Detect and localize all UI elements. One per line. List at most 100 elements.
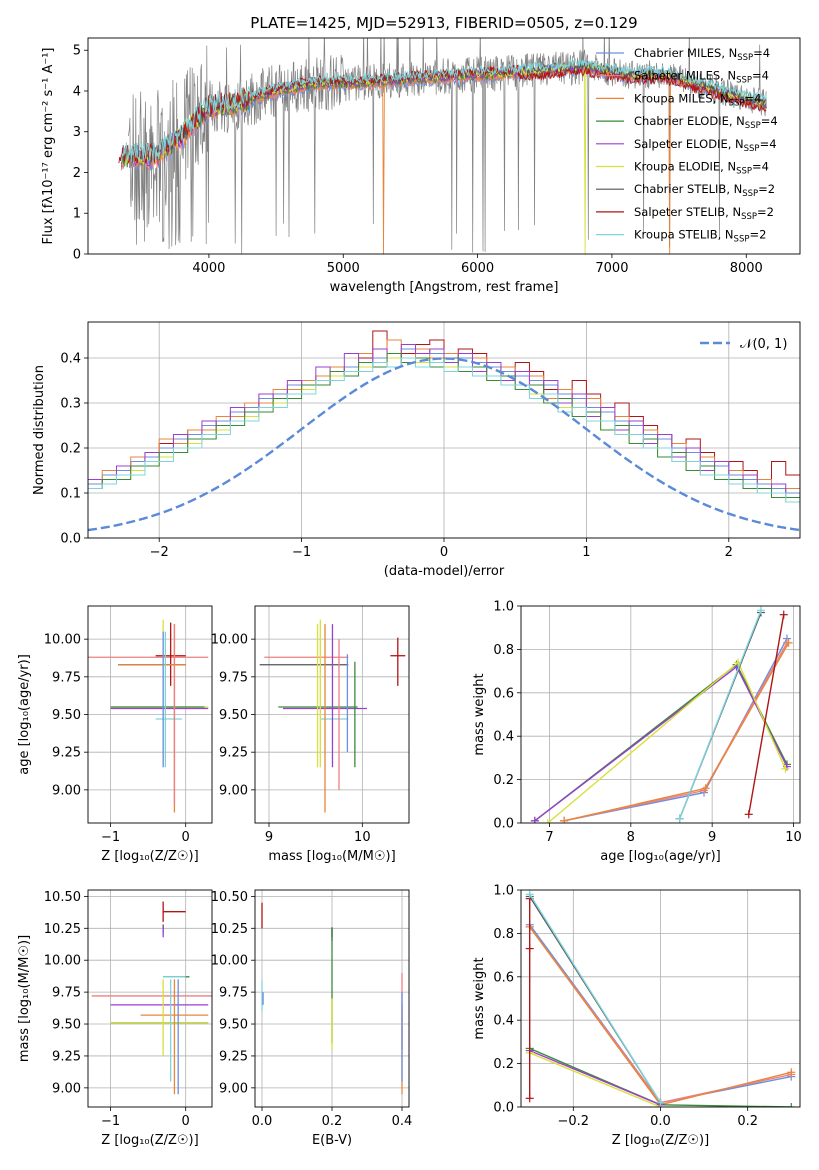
tick-label-x: −1: [101, 1114, 120, 1129]
tick-label-y: 0.6: [493, 686, 514, 701]
histogram-series: [88, 357, 800, 507]
weight-series-line: [529, 893, 662, 1104]
legend: Chabrier MILES, NSSP=4 Salpeter MILES, NS…: [596, 46, 778, 245]
legend: 𝒩(0, 1): [700, 337, 787, 352]
plot-area: [88, 606, 212, 823]
tick-label-y: 0.2: [60, 442, 81, 457]
weight-series-line: [678, 610, 762, 819]
weight-series: [525, 894, 534, 1103]
tick-label-y: 0.1: [60, 487, 81, 502]
tick-label-y: 1.0: [493, 600, 514, 615]
panel-weight_vs_Z: −0.2 0.0 0.2 0.0 0.2 0.4 0.6 0.8 1.0 Z [log₁₀(Z/Z…: [472, 884, 801, 1148]
tick-label-y: 9.75: [219, 986, 248, 1001]
tick-label-y: 9.75: [52, 670, 81, 685]
model-series-line: [121, 58, 767, 163]
weight-point: [525, 890, 534, 899]
y-axis-label: Normed distribution: [32, 365, 47, 495]
tick-label-x: 5000: [327, 261, 360, 276]
tick-label-x: 2: [725, 545, 733, 560]
tick-label-y: 1: [73, 207, 81, 222]
tick-label-y: 0.8: [493, 927, 514, 942]
error-bar: [110, 619, 209, 768]
axes-frame: [520, 889, 801, 1108]
legend-entry: Kroupa STELIB, NSSP=2: [634, 228, 766, 245]
tick-label-y: 0.2: [493, 1057, 514, 1072]
weight-series: [560, 638, 793, 823]
weight-series: [675, 606, 765, 823]
axes-frame: [254, 605, 410, 824]
axes-frame: [254, 889, 410, 1108]
tick-label-y: 9.75: [219, 670, 248, 685]
gaussian-curve: [88, 357, 800, 532]
tick-label-y: 9.50: [219, 1018, 248, 1033]
panel-mass_vs_EBV: 0.0 0.2 0.4 9.00 9.25 9.50 9.75 10.00 10.25 10.50…: [211, 889, 413, 1148]
histogram-series: [88, 357, 800, 503]
weight-point: [543, 819, 552, 823]
tick-label-x: 4000: [192, 261, 225, 276]
tick-label-y: 0.3: [60, 397, 81, 412]
tick-label-y: 9.00: [52, 783, 81, 798]
tick-label-x: 0.4: [392, 1114, 413, 1129]
tick-label-y: 10.00: [211, 633, 248, 648]
tick-label-y: 10.00: [44, 954, 81, 969]
x-axis-label: E(B-V): [312, 1133, 352, 1148]
x-axis-label: mass [log₁₀(M/M☉)]: [268, 849, 395, 864]
tick-label-y: 9.25: [52, 746, 81, 761]
tick-label-x: 0: [440, 545, 448, 560]
plot-area: [118, 38, 767, 254]
legend-entry: Salpeter MILES, NSSP=4: [634, 69, 769, 86]
weight-series-line: [563, 642, 790, 822]
plot-area: [255, 606, 409, 823]
axes-frame: [520, 605, 801, 824]
legend-entry: Chabrier STELIB, NSSP=2: [634, 182, 775, 199]
tick-label-x: 10: [354, 830, 371, 845]
tick-label-x: 9: [708, 830, 716, 845]
weight-point: [656, 1098, 665, 1107]
tick-label-y: 10.50: [44, 890, 81, 905]
x-axis-label: Z [log₁₀(Z/Z☉)]: [101, 849, 198, 864]
tick-label-y: 9.25: [219, 746, 248, 761]
y-axis-label: Flux [fλ10⁻¹⁷ erg cm⁻² s⁻¹ A⁻¹]: [41, 48, 56, 245]
tick-label-x: 0.2: [322, 1114, 343, 1129]
error-bar: [162, 901, 186, 922]
weight-series-line: [563, 642, 788, 822]
tick-label-y: 0.4: [60, 352, 81, 367]
axes-frame: [87, 605, 213, 824]
weight-point: [781, 764, 790, 773]
weight-point: [530, 816, 539, 823]
tick-label-y: 9.50: [219, 708, 248, 723]
tick-label-x: −2: [150, 545, 169, 560]
tick-label-y: 1.0: [493, 884, 514, 899]
panel-spectrum: 4000 5000 6000 7000 8000 0 1 2 3 4 5 wavelength [An…: [41, 37, 801, 295]
tick-label-y: 10.00: [44, 633, 81, 648]
tick-label-y: 4: [73, 84, 81, 99]
tick-label-x: −1: [292, 545, 311, 560]
y-axis-label: mass weight: [472, 957, 487, 1039]
panel-residuals: −2 −1 0 1 2 0.0 0.1 0.2 0.3 0.4 (data-model)/error…: [32, 321, 801, 579]
error-bar: [155, 622, 186, 686]
panel-weight_vs_age: 7 8 9 10 0.0 0.2 0.4 0.6 0.8 1.0 age [log₁₀(age/yr…: [472, 600, 802, 865]
tick-label-x: 8: [627, 830, 635, 845]
tick-label-x: 7000: [595, 261, 628, 276]
legend-entry: Kroupa ELODIE, NSSP=4: [634, 160, 769, 177]
plot-area: [88, 322, 800, 538]
tick-label-y: 9.75: [52, 986, 81, 1001]
tick-label-y: 10.25: [211, 922, 248, 937]
tick-label-y: 10.00: [211, 954, 248, 969]
plot-area: [521, 890, 800, 1107]
tick-label-x: 10: [785, 830, 802, 845]
tick-label-x: 0.2: [737, 1114, 758, 1129]
legend-entry: Salpeter STELIB, NSSP=2: [634, 205, 774, 222]
legend-entry: Salpeter ELODIE, NSSP=4: [634, 137, 777, 154]
weight-point: [756, 606, 765, 615]
tick-label-x: 0.0: [252, 1114, 273, 1129]
panel-age_vs_mass: 9 10 9.00 9.25 9.50 9.75 10.00 mass [log₁₀(M/M☉…: [211, 605, 410, 864]
weight-series: [543, 658, 790, 823]
tick-label-y: 10.50: [211, 890, 248, 905]
tick-label-y: 5: [73, 44, 81, 59]
tick-label-y: 0.0: [493, 1101, 514, 1116]
weight-series: [525, 890, 665, 1107]
tick-label-y: 0.0: [60, 532, 81, 547]
weight-point: [787, 1103, 796, 1107]
